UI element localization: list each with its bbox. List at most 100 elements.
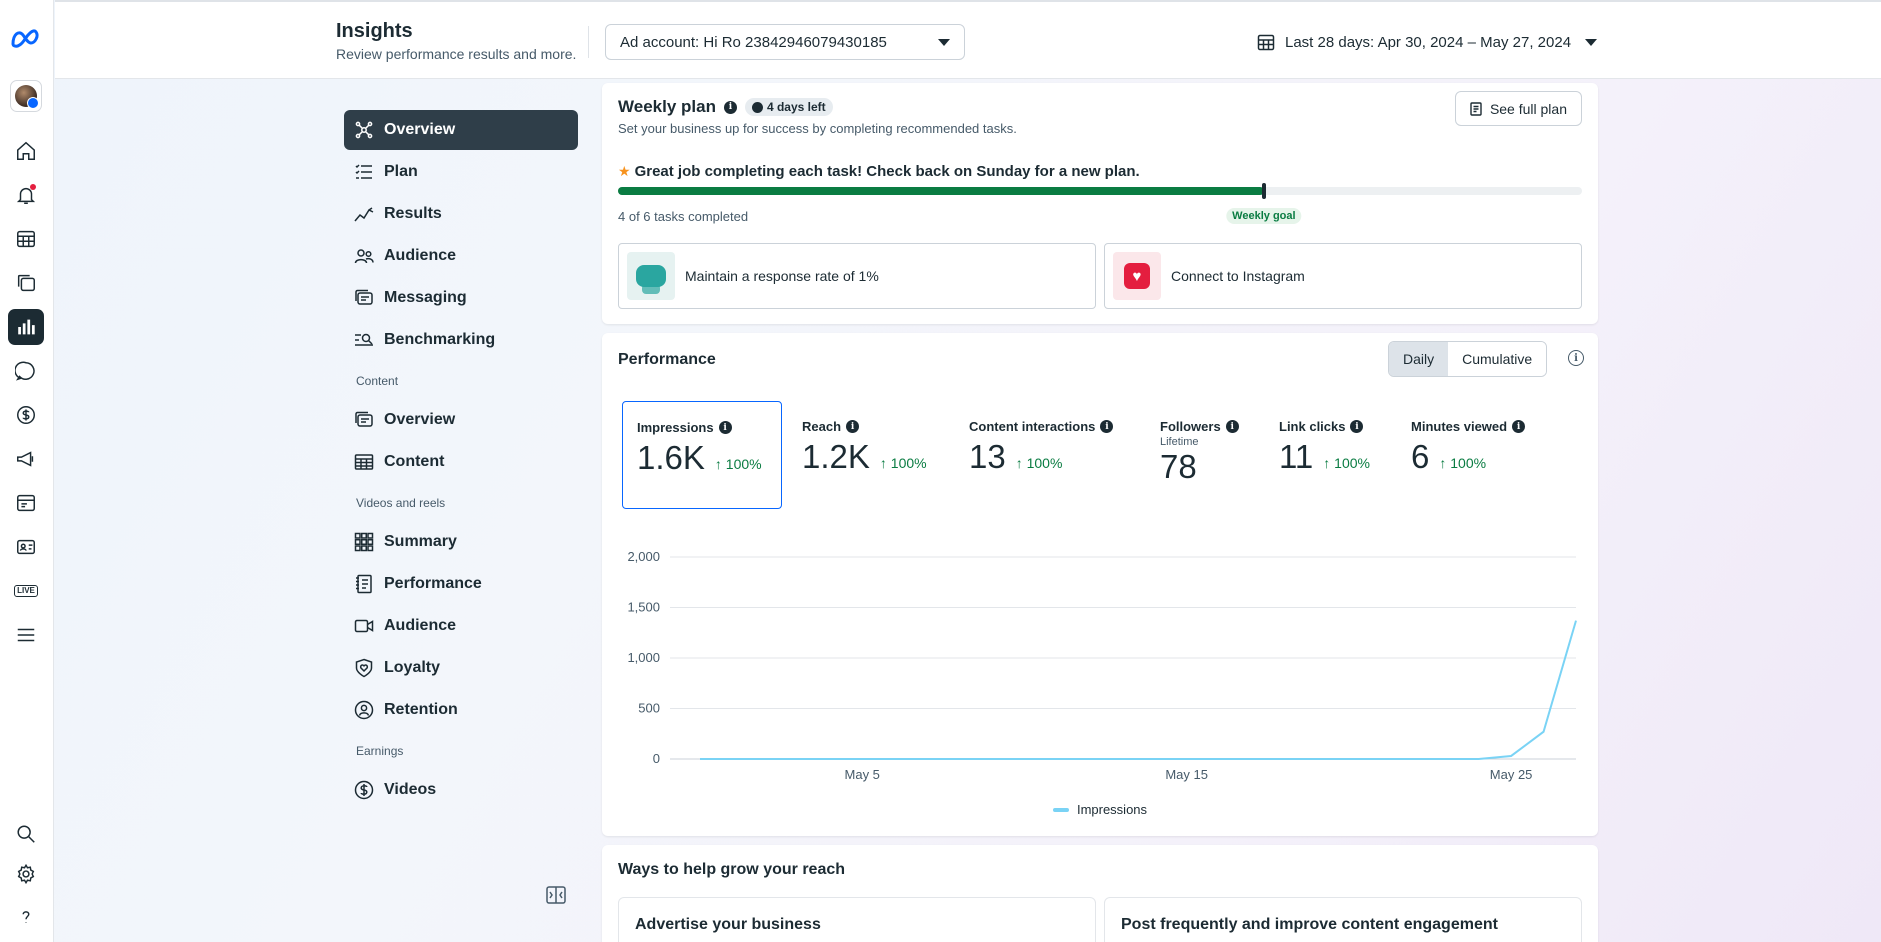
tasks-completed-text: 4 of 6 tasks completed xyxy=(618,209,749,224)
series-line-impressions[interactable] xyxy=(700,620,1577,760)
nav-item-label: Audience xyxy=(384,617,457,634)
trend-icon xyxy=(354,207,374,222)
nav-item-content-overview[interactable]: Overview xyxy=(344,400,578,440)
ads-icon[interactable] xyxy=(8,441,44,477)
days-left-badge: 4 days left xyxy=(744,98,833,116)
y-tick-label: 1,500 xyxy=(627,600,660,615)
contact-card-icon[interactable] xyxy=(8,529,44,565)
grow-reach-card: Ways to help grow your reach Advertise y… xyxy=(602,845,1598,942)
page-avatar[interactable] xyxy=(10,80,42,112)
settings-icon[interactable] xyxy=(8,856,44,892)
post-frequently-card[interactable]: Post frequently and improve content enga… xyxy=(1104,897,1582,942)
metric-link-clicks[interactable]: Link clicks i 11 ↑ 100% xyxy=(1265,401,1395,509)
info-icon[interactable]: i xyxy=(1568,350,1584,366)
chart-legend: Impressions xyxy=(602,802,1598,817)
info-icon[interactable]: i xyxy=(846,420,860,433)
metric-change: ↑ 100% xyxy=(879,455,927,471)
info-icon[interactable]: i xyxy=(1100,420,1114,433)
task-connect-instagram[interactable]: ♥ Connect to Instagram xyxy=(1104,243,1582,309)
nav-item-messaging[interactable]: Messaging xyxy=(344,278,578,318)
see-full-plan-button[interactable]: See full plan xyxy=(1454,91,1582,126)
collapse-sidebar-button[interactable] xyxy=(546,886,566,904)
global-nav-rail: LIVE xyxy=(0,0,54,942)
nav-section-videos: Videos and reels xyxy=(356,496,446,510)
metric-reach[interactable]: Reach i 1.2K ↑ 100% xyxy=(788,401,948,509)
chart-canvas: 2,000 1,500 1,000 500 0 May 5 May 15 May 25 xyxy=(627,549,1577,782)
daily-toggle-button[interactable]: Daily xyxy=(1389,342,1449,376)
all-tools-window-icon[interactable] xyxy=(8,485,44,521)
weekly-goal-marker xyxy=(1261,183,1266,199)
meta-logo[interactable] xyxy=(9,26,45,52)
cumulative-toggle-button[interactable]: Cumulative xyxy=(1448,342,1547,376)
metric-value: 13 xyxy=(969,438,1006,475)
person-loop-icon xyxy=(354,700,374,720)
notifications-icon[interactable] xyxy=(8,177,44,213)
nav-item-benchmarking[interactable]: Benchmarking xyxy=(344,320,578,360)
people-icon xyxy=(354,249,374,264)
tasks-progress-fill xyxy=(618,187,1264,195)
menu-icon[interactable] xyxy=(8,617,44,653)
info-icon[interactable]: i xyxy=(718,421,732,434)
metric-label: Link clicks xyxy=(1279,419,1346,434)
search-icon[interactable] xyxy=(8,816,44,852)
metric-followers[interactable]: Followers i Lifetime 78 xyxy=(1146,401,1266,509)
chevron-down-icon xyxy=(938,38,950,46)
home-icon[interactable] xyxy=(8,133,44,169)
nav-item-results[interactable]: Results xyxy=(344,194,578,234)
metric-content-interactions[interactable]: Content interactions i 13 ↑ 100% xyxy=(955,401,1145,509)
ad-account-dropdown[interactable]: Ad account: Hi Ro 23842946079430185 xyxy=(605,24,965,60)
metric-value: 11 xyxy=(1279,438,1314,475)
table-icon xyxy=(354,454,374,470)
metric-label: Content interactions xyxy=(969,419,1096,434)
nav-item-plan[interactable]: Plan xyxy=(344,152,578,192)
y-tick-label: 2,000 xyxy=(627,549,660,564)
metric-impressions[interactable]: Impressions i 1.6K ↑ 100% xyxy=(622,401,782,509)
insights-icon[interactable] xyxy=(8,309,44,345)
nav-item-label: Messaging xyxy=(384,289,467,306)
metric-change: ↑ 100% xyxy=(1439,455,1487,471)
nav-item-label: Content xyxy=(384,453,445,470)
live-icon[interactable]: LIVE xyxy=(8,573,44,609)
nav-item-audience[interactable]: Audience xyxy=(344,236,578,276)
metric-label: Reach xyxy=(802,419,842,434)
advertise-card[interactable]: Advertise your business xyxy=(618,897,1096,942)
info-icon[interactable]: i xyxy=(1350,420,1364,433)
x-tick-label: May 15 xyxy=(1165,767,1208,782)
weekly-plan-card: Weekly plan i 4 days left Set your busin… xyxy=(602,83,1598,324)
shield-heart-icon xyxy=(355,658,373,678)
notebook-icon xyxy=(356,574,372,594)
plan-status-text: Great job completing each task! Check ba… xyxy=(634,163,1140,180)
legend-label: Impressions xyxy=(1076,802,1148,817)
nav-item-label: Overview xyxy=(384,411,456,428)
date-range-picker[interactable]: Last 28 days: Apr 30, 2024 – May 27, 202… xyxy=(1257,30,1598,54)
grid-icon xyxy=(354,532,374,552)
nav-item-label: Loyalty xyxy=(384,659,441,676)
legend-swatch xyxy=(1052,807,1069,812)
info-icon[interactable]: i xyxy=(723,100,737,114)
nav-section-earnings: Earnings xyxy=(356,744,404,758)
info-icon[interactable]: i xyxy=(1225,420,1239,433)
content-library-icon[interactable] xyxy=(8,265,44,301)
nav-item-video-performance[interactable]: Performance xyxy=(344,564,578,604)
nav-item-label: Retention xyxy=(384,701,458,718)
nav-item-earnings-videos[interactable]: Videos xyxy=(344,770,578,810)
nav-item-content[interactable]: Content xyxy=(344,442,578,482)
nav-item-loyalty[interactable]: Loyalty xyxy=(344,648,578,688)
nav-item-video-audience[interactable]: Audience xyxy=(344,606,578,646)
nav-item-label: Videos xyxy=(384,781,437,798)
metric-sublabel: Lifetime xyxy=(1160,436,1199,448)
monetization-icon[interactable] xyxy=(8,397,44,433)
help-icon[interactable] xyxy=(8,899,44,935)
planner-icon[interactable] xyxy=(8,221,44,257)
y-tick-label: 500 xyxy=(638,701,660,716)
content-overview-icon xyxy=(355,411,373,427)
inbox-icon[interactable] xyxy=(8,353,44,389)
metric-minutes-viewed[interactable]: Minutes viewed i 6 ↑ 100% xyxy=(1397,401,1547,509)
nav-item-retention[interactable]: Retention xyxy=(344,690,578,730)
info-icon[interactable]: i xyxy=(1512,420,1526,433)
metric-value: 1.2K xyxy=(802,438,870,475)
task-response-rate[interactable]: Maintain a response rate of 1% xyxy=(618,243,1096,309)
nav-item-overview[interactable]: Overview xyxy=(344,110,578,150)
nav-item-summary[interactable]: Summary xyxy=(344,522,578,562)
chat-bubbles-icon xyxy=(627,252,675,300)
